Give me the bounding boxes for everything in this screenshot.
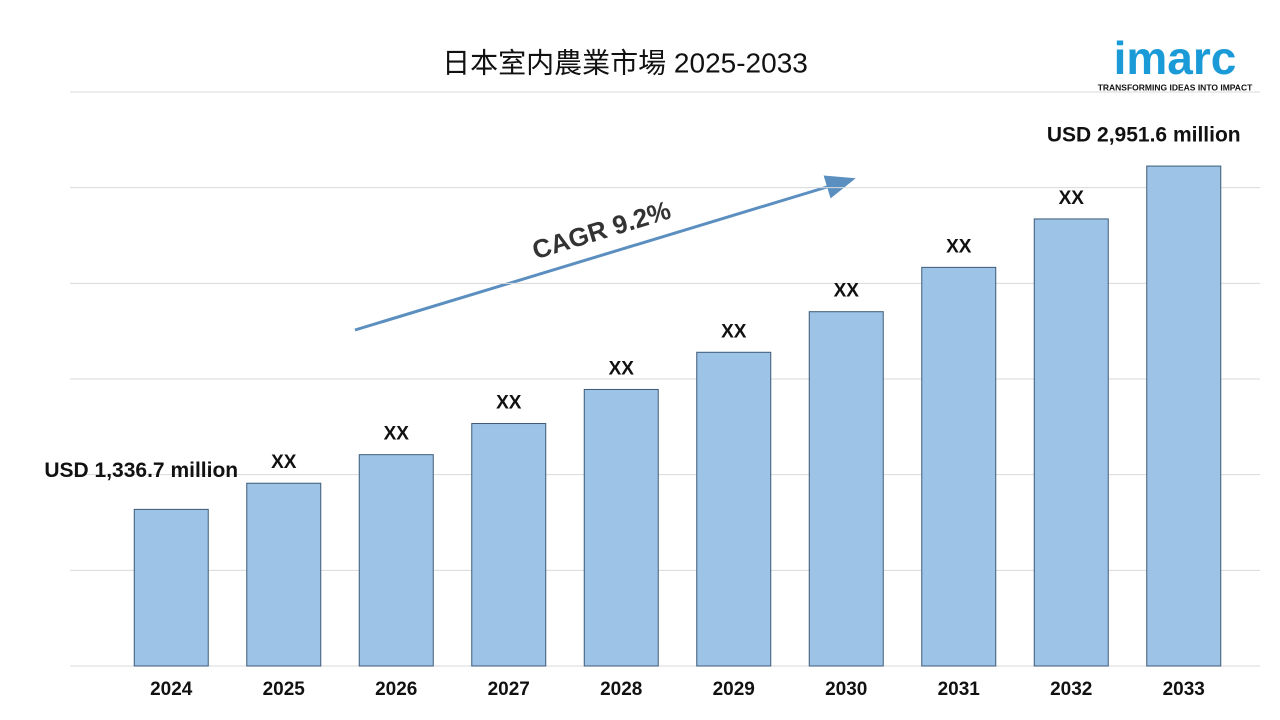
x-tick-label: 2032 [1050,679,1092,700]
x-tick-label: 2031 [938,679,981,700]
bar [246,482,322,667]
x-tick-label: 2026 [375,679,417,700]
data-label: XX [1059,188,1085,209]
bar [471,423,547,667]
x-tick-label: 2027 [488,679,530,700]
data-label: XX [946,236,972,257]
data-label: XX [271,452,297,473]
data-label: USD 1,336.7 million [44,459,238,482]
data-label: XX [609,358,635,379]
bar [808,311,884,667]
logo-name: imarc [1114,32,1237,84]
bar [696,351,772,667]
data-label: USD 2,951.6 million [1047,124,1241,147]
x-tick-label: 2024 [150,679,193,700]
data-label: XX [834,281,860,302]
logo-tagline: TRANSFORMING IDEAS INTO IMPACT [1098,82,1253,92]
x-tick-label: 2030 [825,679,867,700]
x-tick-label: 2029 [713,679,755,700]
x-tick-label: 2028 [600,679,642,700]
bar [1146,165,1222,667]
data-label: XX [721,321,747,342]
chart-title: 日本室内農業市場 2025-2033 [442,47,808,78]
cagr-arrow [354,175,856,332]
x-tick-label: 2033 [1163,679,1205,700]
data-label: XX [496,393,522,414]
bar [921,266,997,667]
bar [1033,218,1109,667]
bar [583,388,659,667]
bar [133,508,209,667]
data-label: XX [384,424,410,445]
x-tick-label: 2025 [263,679,306,700]
bar [358,454,434,667]
